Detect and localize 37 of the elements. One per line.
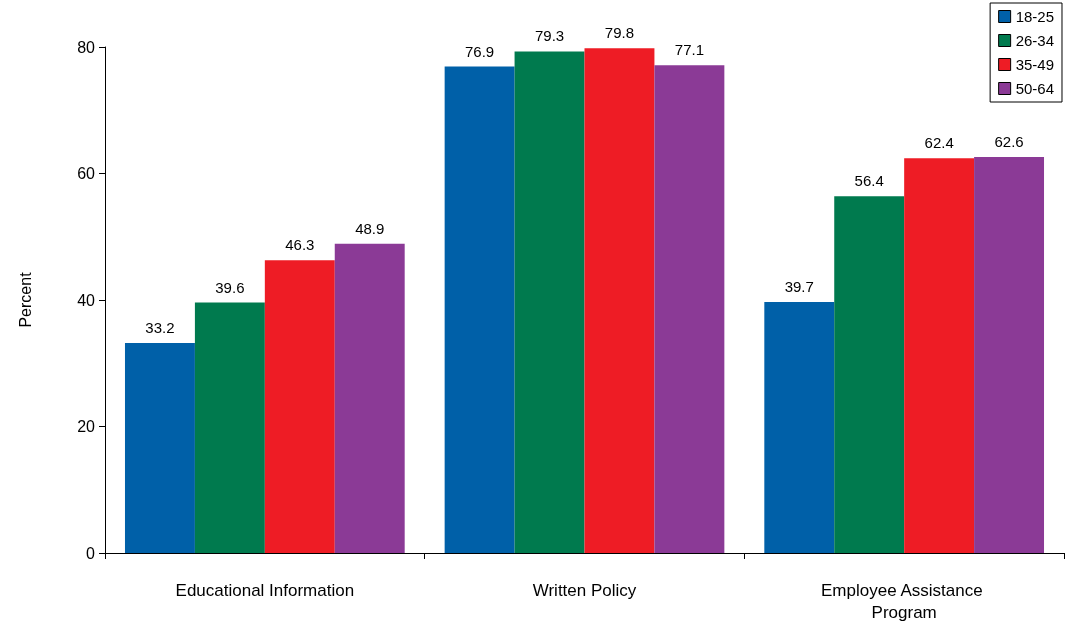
bar: [264, 260, 335, 553]
y-tick-label: 60: [77, 165, 96, 182]
data-label: 79.3: [534, 27, 565, 45]
y-tick-label: 40: [77, 291, 96, 309]
bar: [194, 302, 265, 553]
data-label: 46.3: [285, 236, 315, 254]
legend-label: 26-34: [1015, 32, 1055, 49]
data-label: 39.6: [215, 278, 245, 296]
legend-label: 50-64: [1015, 80, 1055, 97]
x-tick-label: Employee Assistance Program: [821, 580, 988, 622]
bar: [124, 343, 195, 553]
y-tick-label: 80: [77, 38, 96, 56]
bar: [444, 66, 515, 553]
bar: [514, 51, 585, 553]
legend-label: 18-25: [1015, 8, 1055, 25]
bar: [654, 65, 725, 553]
data-label: 79.8: [604, 24, 635, 42]
bar: [834, 196, 905, 553]
data-label: 48.9: [355, 219, 385, 237]
data-label: 56.4: [854, 172, 884, 190]
y-tick-label: 20: [77, 418, 96, 435]
bar: [584, 48, 655, 553]
bar: [334, 243, 405, 553]
data-label: 62.6: [994, 133, 1024, 151]
y-axis-title: Percent: [16, 271, 34, 328]
data-label: 33.2: [145, 319, 175, 337]
bar: [904, 158, 975, 553]
data-label: 76.9: [465, 42, 495, 60]
data-label: 77.1: [674, 41, 704, 59]
bar: [764, 301, 835, 553]
legend-label: 35-49: [1015, 56, 1055, 73]
x-tick-label: Educational Information: [175, 580, 355, 600]
x-tick-label: Written Policy: [532, 580, 637, 600]
y-tick-label: 0: [86, 544, 96, 562]
bar: [974, 157, 1045, 553]
data-label: 62.4: [924, 134, 954, 152]
data-label: 39.7: [784, 277, 814, 295]
